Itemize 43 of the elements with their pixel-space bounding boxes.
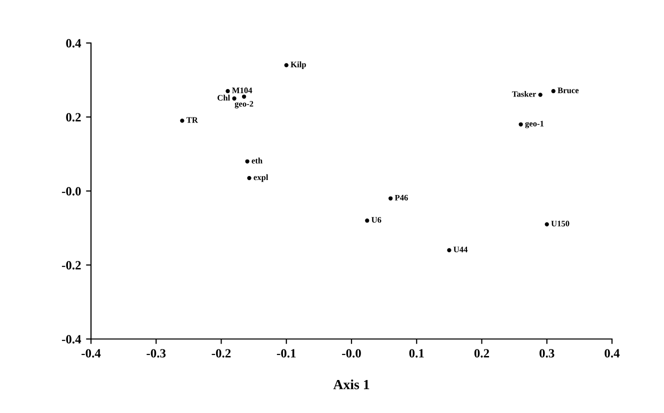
point — [518, 122, 523, 126]
point — [284, 63, 288, 68]
data-label: U150 — [551, 220, 570, 226]
point — [365, 218, 370, 223]
point — [544, 222, 549, 226]
x-tick-label: -0.2 — [212, 349, 231, 358]
x-axis-title: Axis 1 — [333, 380, 370, 390]
data-label: M104 — [232, 88, 252, 94]
y-tick-label: -0.0 — [62, 187, 81, 196]
x-tick-label: 0.3 — [540, 349, 554, 358]
data-label: Tasker — [512, 91, 536, 97]
data-label: TR — [186, 117, 198, 123]
point — [242, 94, 246, 99]
data-label: geo-1 — [525, 120, 544, 128]
y-tick-label: 0.2 — [66, 113, 81, 122]
y-tick-label: -0.4 — [62, 335, 82, 344]
data-label: Chl — [218, 94, 230, 101]
x-tick-label: -0.0 — [342, 349, 361, 358]
y-tick-label: 0.4 — [66, 39, 82, 48]
point — [388, 196, 393, 200]
data-label: Kilp — [290, 61, 306, 69]
data-label: eth — [252, 158, 262, 164]
x-tick-label: 0.2 — [474, 349, 490, 358]
x-tick-label: -0.1 — [276, 349, 296, 358]
point — [226, 89, 230, 94]
data-label: U6 — [372, 217, 382, 223]
point — [245, 159, 250, 164]
data-label: P46 — [394, 194, 408, 200]
x-tick-label: 0.4 — [604, 349, 620, 358]
point — [447, 248, 452, 252]
data-label: expl — [254, 174, 268, 182]
x-tick-label: -0.3 — [146, 349, 166, 358]
data-label: Bruce — [558, 88, 579, 94]
point — [247, 176, 252, 180]
data-label: U44 — [454, 246, 468, 252]
point — [551, 89, 556, 94]
point — [180, 118, 184, 123]
x-tick-label: -0.4 — [82, 349, 101, 358]
x-tick-label: 0.1 — [409, 349, 424, 358]
point — [538, 92, 542, 97]
data-label: geo-2 — [234, 101, 254, 108]
point — [232, 96, 236, 101]
y-tick-label: -0.2 — [62, 261, 81, 270]
